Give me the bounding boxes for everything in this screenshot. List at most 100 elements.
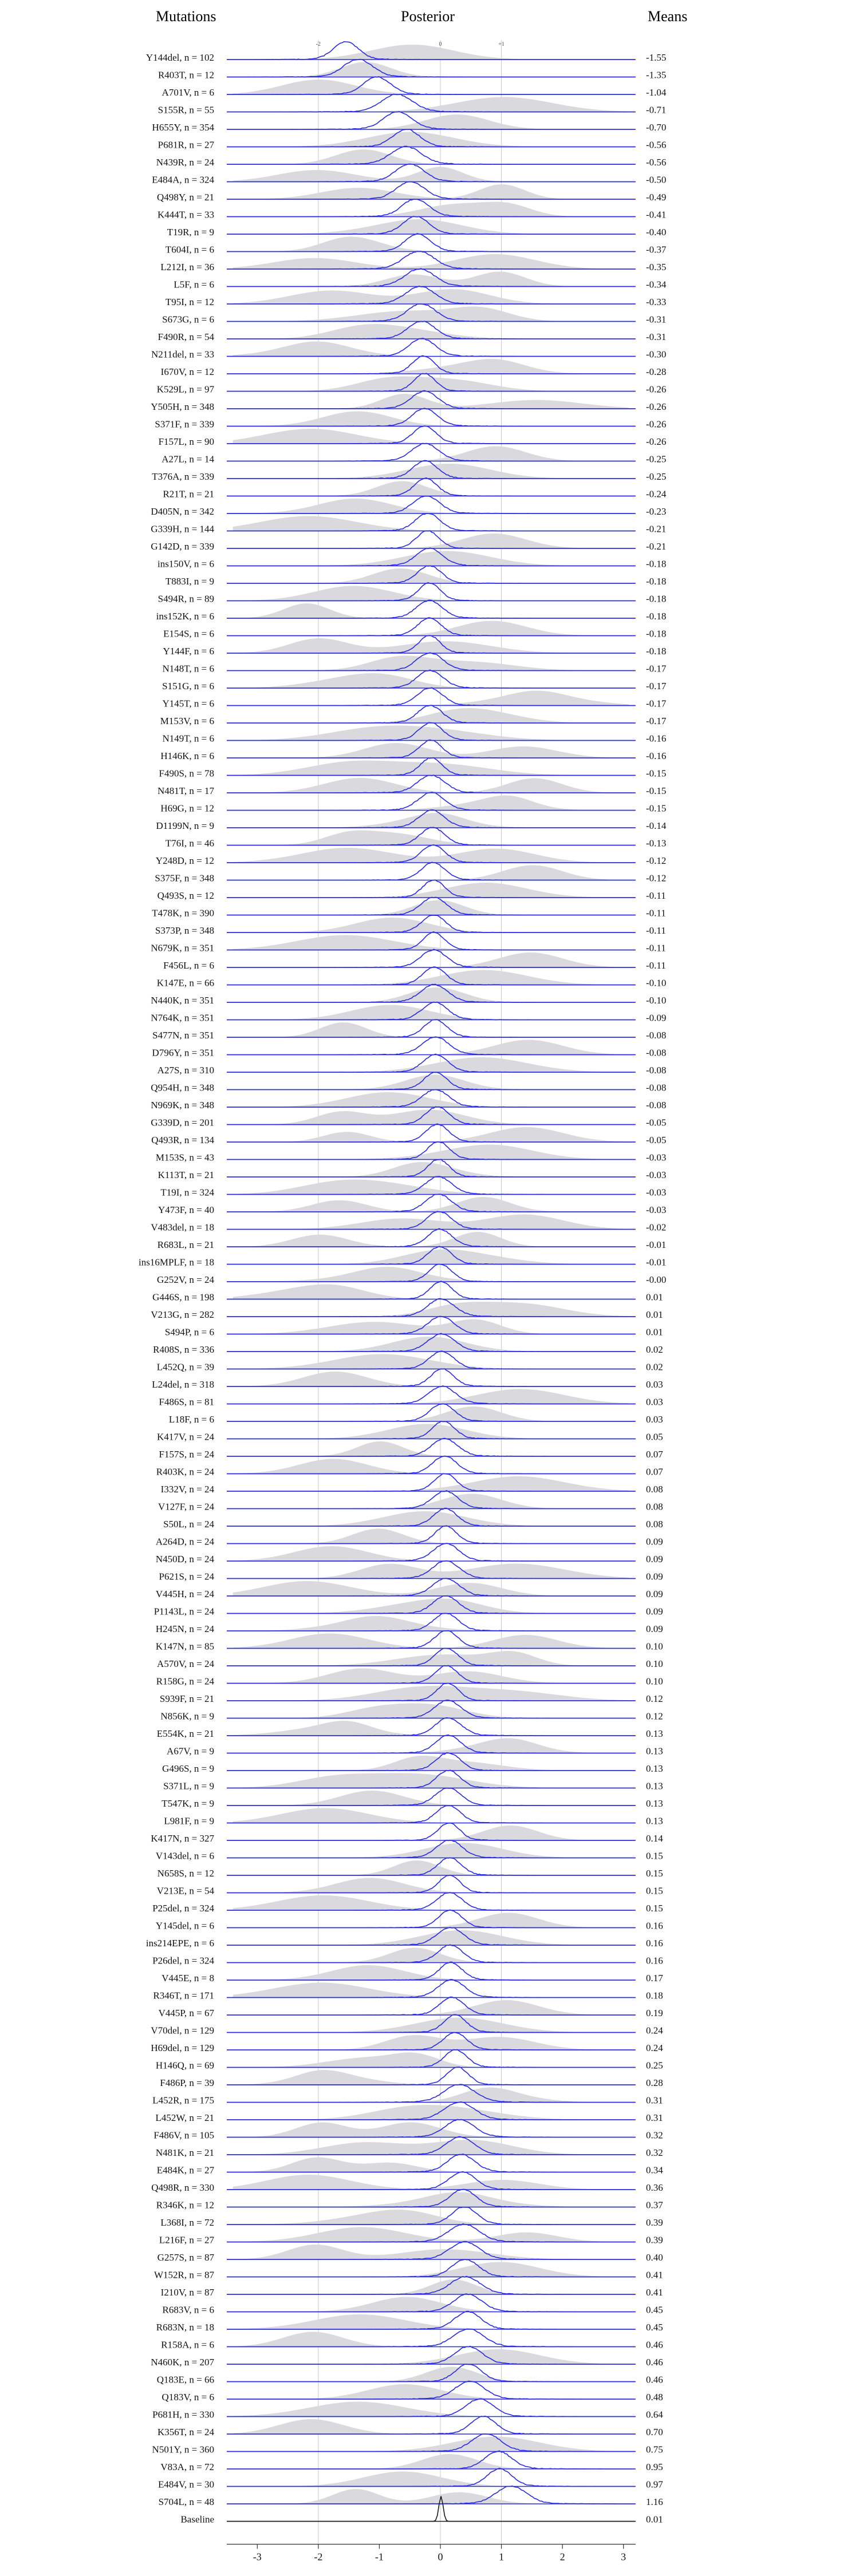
mean-value: 0.13: [646, 1798, 663, 1809]
prior-density: [233, 2087, 630, 2103]
mean-value: -0.11: [646, 943, 666, 954]
posterior-header: Posterior: [401, 8, 455, 25]
prior-density: [233, 1459, 630, 1474]
mean-value: 0.36: [646, 2182, 663, 2193]
mean-value: 0.13: [646, 1781, 663, 1792]
mutation-label: P26del, n = 324: [152, 1955, 214, 1966]
prior-density: [233, 2122, 630, 2138]
mean-value: -0.35: [646, 262, 666, 272]
prior-density: [233, 394, 630, 409]
mutation-label: N148T, n = 6: [163, 663, 215, 674]
prior-density: [233, 2175, 630, 2190]
prior-density: [233, 481, 630, 496]
x-tick-label: -3: [253, 2551, 262, 2563]
mean-value: -0.10: [646, 995, 666, 1006]
prior-density: [233, 1913, 630, 1928]
mutation-label: P681H, n = 330: [152, 2409, 214, 2420]
mean-value: -0.31: [646, 331, 666, 342]
mutation-label: S371F, n = 339: [155, 419, 214, 430]
mean-value: -0.03: [646, 1187, 666, 1198]
prior-density: [233, 655, 630, 671]
mean-value: -0.25: [646, 471, 666, 482]
prior-density: [233, 918, 630, 933]
mean-value: -1.55: [646, 52, 666, 63]
mutation-label: T19I, n = 324: [160, 1187, 214, 1198]
prior-density: [233, 236, 630, 252]
prior-density: [233, 1162, 630, 1177]
mean-value: -0.18: [646, 629, 666, 639]
posterior-curve: [227, 530, 635, 549]
mutation-label: T604I, n = 6: [166, 244, 214, 255]
prior-density: [233, 1424, 630, 1439]
prior-density: [233, 1982, 630, 1998]
mean-value: -0.50: [646, 175, 666, 185]
mean-value: -0.26: [646, 436, 666, 447]
prior-density: [233, 2140, 630, 2155]
prior-density: [233, 2035, 630, 2050]
prior-density: [233, 2227, 630, 2242]
posterior-curve: [227, 1996, 635, 2016]
mutation-label: F157L, n = 90: [159, 436, 214, 447]
prior-density: [233, 1930, 630, 1945]
mutation-label: K444T, n = 33: [157, 210, 214, 220]
mutation-label: H655Y, n = 354: [152, 122, 215, 133]
mean-value: 0.07: [646, 1449, 663, 1460]
mean-value: 0.10: [646, 1676, 663, 1687]
mean-value: -0.08: [646, 1048, 666, 1058]
prior-density: [233, 1214, 630, 1230]
prior-density: [233, 1756, 630, 1771]
mean-value: 0.18: [646, 1990, 663, 2001]
mean-value: -0.11: [646, 890, 666, 901]
prior-density: [233, 1546, 630, 1561]
prior-density: [233, 2401, 630, 2417]
mutation-label: V445E, n = 8: [161, 1973, 214, 1984]
mean-value: -0.12: [646, 855, 666, 866]
mutation-label: V445P, n = 67: [159, 2008, 215, 2018]
prior-density: [233, 848, 630, 863]
x-tick-label: 1: [499, 2551, 504, 2563]
mutation-label: ins16MPLF, n = 18: [139, 1257, 214, 1268]
mean-value: -0.18: [646, 646, 666, 657]
prior-density: [233, 359, 630, 374]
mean-value: 0.64: [646, 2409, 663, 2420]
posterior-curve: [227, 1734, 635, 1754]
mean-value: -0.15: [646, 785, 666, 796]
prior-density: [233, 1581, 630, 1596]
prior-density: [233, 1249, 630, 1265]
prior-density: [233, 1826, 630, 1840]
mean-value: -0.16: [646, 750, 666, 761]
mean-value: 0.03: [646, 1397, 663, 1408]
prior-density: [233, 638, 630, 653]
posterior-curve: [227, 1822, 635, 1841]
mutation-label: L5F, n = 6: [174, 279, 214, 290]
x-tick-label: 2: [560, 2551, 565, 2563]
mean-value: -0.21: [646, 541, 666, 552]
prior-density: [233, 2349, 630, 2364]
mean-value: 0.02: [646, 1344, 663, 1355]
prior-density: [233, 708, 630, 723]
prior-density: [233, 2419, 630, 2434]
prior-density: [233, 1074, 630, 1090]
posterior-curve: [227, 1909, 635, 1929]
mean-value: 0.09: [646, 1554, 663, 1564]
posterior-curve: [227, 792, 635, 811]
mean-value: 0.45: [646, 2322, 663, 2333]
prior-density: [233, 2052, 630, 2068]
mutation-label: Q493R, n = 134: [151, 1135, 214, 1145]
mean-value: -0.71: [646, 105, 666, 116]
prior-density: [233, 900, 630, 915]
mutation-label: S371L, n = 9: [163, 1781, 214, 1792]
mean-value: -0.13: [646, 838, 666, 849]
mean-value: 0.08: [646, 1484, 663, 1495]
mutation-label: I332V, n = 24: [161, 1484, 215, 1495]
mutation-label: Y145T, n = 6: [163, 698, 215, 709]
prior-density: [233, 271, 630, 287]
prior-density: [233, 1511, 630, 1526]
mean-value: 0.14: [646, 1833, 663, 1844]
mean-value: -0.10: [646, 978, 666, 989]
mean-value: 0.46: [646, 2374, 663, 2385]
prior-density: [233, 2262, 630, 2277]
mutation-label: R408S, n = 336: [153, 1344, 214, 1355]
mutation-label: H69del, n = 129: [151, 2042, 214, 2053]
